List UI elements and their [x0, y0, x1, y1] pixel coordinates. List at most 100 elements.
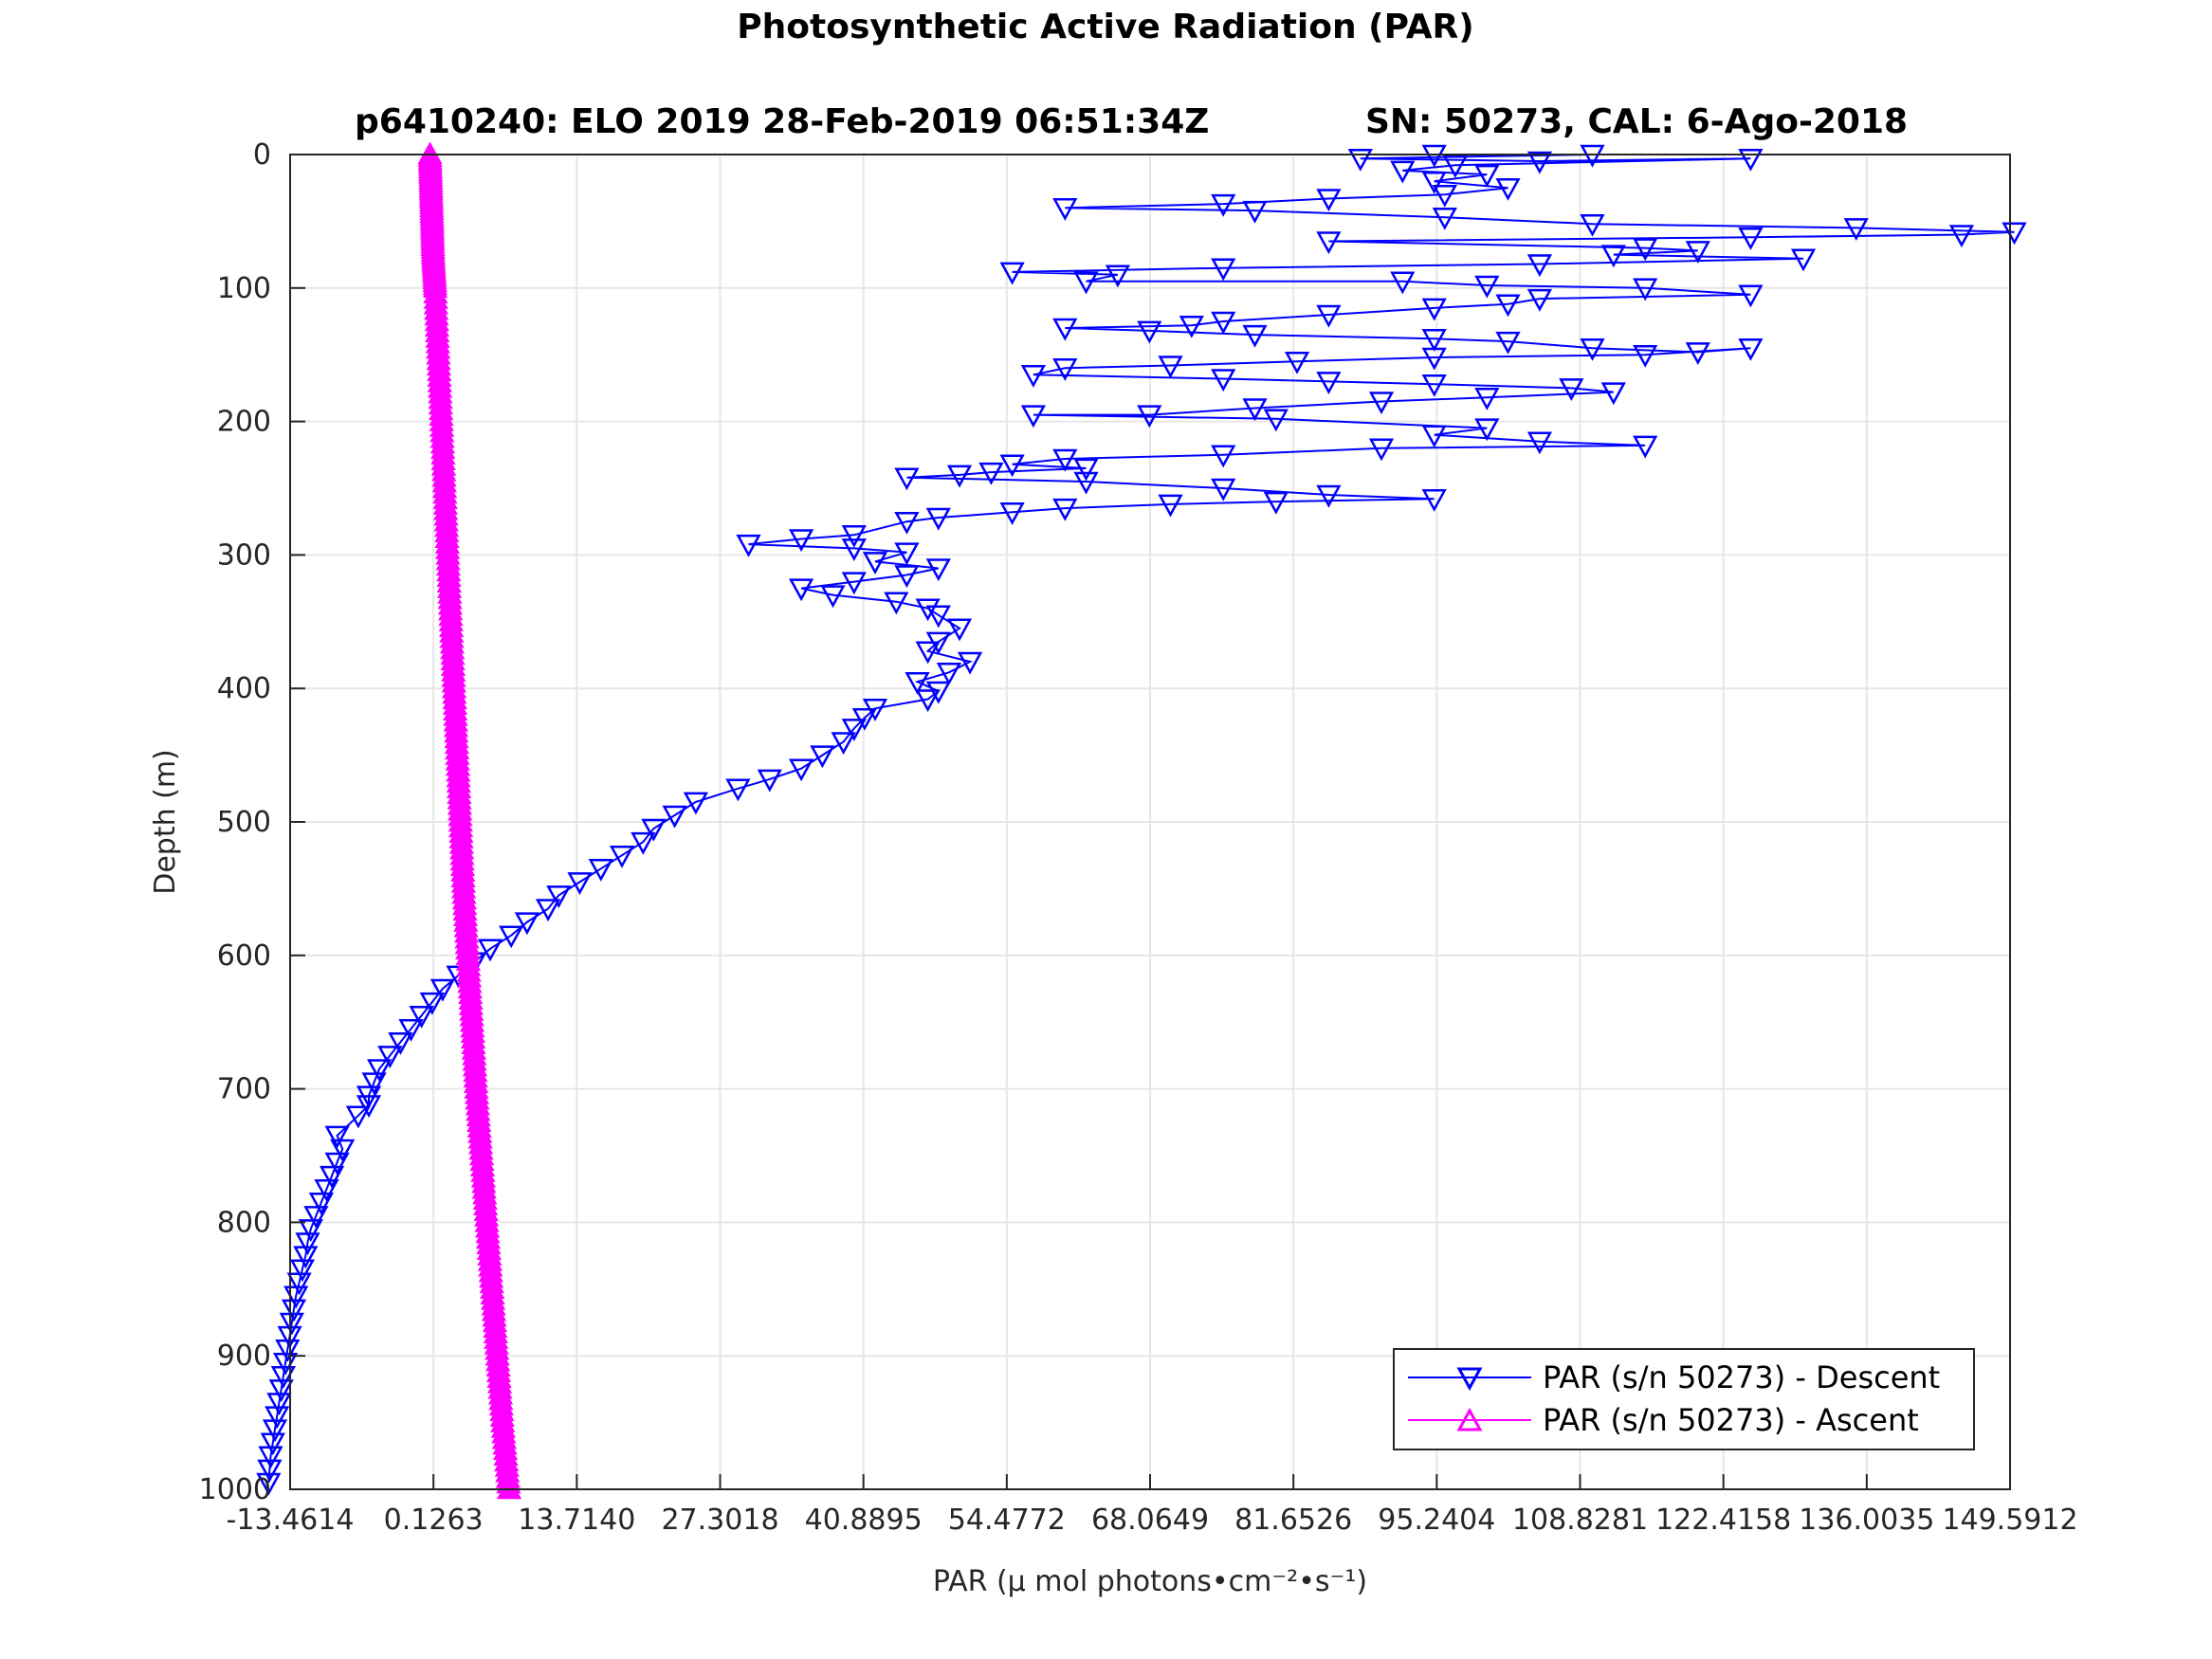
- legend-marker-ascent: [1456, 1407, 1483, 1431]
- descent-point: [1390, 160, 1416, 184]
- descent-point: [810, 745, 835, 769]
- axis-ticks: -13.4614 0.1263 13.7140 27.3018 40.8895 54.47…: [199, 138, 2078, 1537]
- chart-title: Photosynthetic Active Radiation (PAR): [737, 8, 1473, 46]
- descent-point: [1073, 271, 1099, 295]
- descent-point: [1600, 382, 1626, 406]
- y-axis-label: Depth (m): [149, 749, 182, 895]
- descent-point: [1137, 405, 1162, 428]
- descent-point: [388, 1032, 413, 1055]
- descent-point: [1633, 435, 1658, 459]
- descent-point: [303, 1206, 329, 1229]
- descent-point: [1580, 337, 1605, 361]
- descent-point: [1052, 198, 1078, 221]
- descent-point: [319, 1165, 345, 1189]
- x-tick-label: 149.5912: [1942, 1504, 2077, 1537]
- descent-point: [1052, 448, 1078, 472]
- descent-point: [1685, 342, 1710, 365]
- descent-point: [1474, 164, 1500, 188]
- x-tick-label: 68.0649: [1091, 1504, 1209, 1537]
- x-tick-label: -13.4614: [227, 1504, 355, 1537]
- descent-point: [1421, 171, 1447, 194]
- descent-point: [1526, 151, 1553, 174]
- descent-point: [1432, 184, 1457, 208]
- descent-point: [841, 572, 867, 595]
- descent-point: [286, 1272, 312, 1296]
- descent-point: [1685, 241, 1710, 264]
- x-tick-label: 54.4772: [948, 1504, 1066, 1537]
- descent-point: [1790, 248, 1817, 272]
- descent-point: [1211, 258, 1236, 282]
- descent-point: [366, 1059, 393, 1083]
- descent-point: [1137, 320, 1162, 344]
- descent-point: [841, 719, 867, 741]
- descent-point: [1020, 365, 1047, 388]
- x-tick-label: 108.8281: [1512, 1504, 1648, 1537]
- descent-point: [915, 641, 941, 665]
- x-tick-label: 40.8895: [805, 1504, 923, 1537]
- data-series: [256, 141, 2027, 1500]
- descent-point: [1738, 337, 1764, 361]
- descent-point: [295, 1232, 320, 1256]
- descent-point: [308, 1193, 335, 1215]
- descent-point: [419, 992, 445, 1015]
- descent-point: [1242, 200, 1268, 224]
- descent-point: [1421, 347, 1447, 371]
- descent-point: [905, 671, 930, 695]
- descent-point: [298, 1219, 323, 1242]
- descent-point: [588, 859, 613, 882]
- descent-point: [1158, 356, 1183, 379]
- descent-point: [999, 454, 1025, 478]
- descent-point: [1738, 148, 1764, 172]
- descent-point: [1179, 315, 1204, 338]
- descent-point: [788, 758, 814, 782]
- descent-point: [514, 912, 540, 936]
- descent-point: [535, 899, 561, 922]
- series-descent: [256, 144, 2027, 1496]
- descent-point: [1263, 491, 1289, 515]
- descent-point: [831, 732, 856, 756]
- y-tick-label: 500: [217, 806, 271, 839]
- descent-point: [345, 1105, 372, 1129]
- descent-point: [1495, 294, 1521, 318]
- descent-point: [1526, 288, 1553, 312]
- descent-point: [925, 605, 951, 629]
- descent-point: [268, 1379, 294, 1402]
- legend: PAR (s/n 50273) - Descent PAR (s/n 50273…: [1393, 1348, 1975, 1450]
- descent-point: [1495, 177, 1521, 201]
- descent-point: [1052, 358, 1078, 381]
- descent-point: [1580, 213, 1605, 237]
- y-tick-label: 400: [217, 672, 271, 705]
- descent-point: [1316, 484, 1342, 508]
- descent-point: [546, 885, 572, 908]
- descent-point: [1843, 218, 1869, 241]
- descent-point: [1948, 225, 1975, 248]
- y-tick-label: 0: [253, 138, 271, 172]
- descent-point: [862, 552, 888, 574]
- chart-subtitle-left: p6410240: ELO 2019 28-Feb-2019 06:51:34Z: [355, 102, 1209, 141]
- descent-point: [477, 939, 503, 962]
- y-tick-label: 600: [217, 939, 271, 973]
- descent-point: [1052, 318, 1078, 341]
- descent-point: [1211, 193, 1236, 217]
- descent-point: [1368, 392, 1395, 415]
- y-tick-label: 800: [217, 1206, 271, 1239]
- descent-point: [915, 689, 941, 713]
- descent-point: [1474, 418, 1500, 442]
- descent-point: [1263, 409, 1289, 432]
- descent-point: [736, 534, 761, 557]
- descent-point: [398, 1018, 424, 1042]
- descent-point: [1284, 351, 1310, 374]
- descent-point: [1316, 372, 1342, 394]
- descent-point: [894, 565, 920, 589]
- descent-point: [1105, 264, 1131, 288]
- descent-point: [1211, 478, 1236, 501]
- descent-point: [314, 1178, 339, 1202]
- descent-point: [925, 507, 951, 531]
- x-axis-label: PAR (μ mol photons•cm⁻²•s⁻¹): [933, 1565, 1367, 1598]
- descent-point: [915, 598, 941, 622]
- descent-point: [356, 1095, 382, 1119]
- y-tick-label: 300: [217, 538, 271, 572]
- descent-point: [1073, 471, 1099, 495]
- descent-point: [1242, 398, 1268, 422]
- descent-point: [925, 558, 951, 582]
